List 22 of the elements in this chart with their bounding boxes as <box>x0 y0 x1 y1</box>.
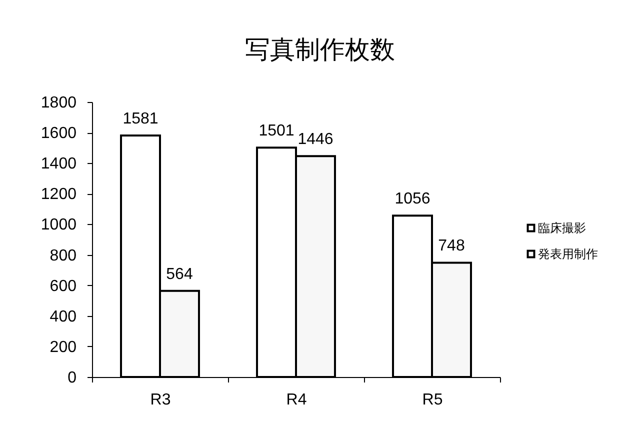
y-tick-label: 800 <box>50 247 77 264</box>
y-tick-label: 200 <box>50 338 77 356</box>
x-tick-label: R4 <box>286 392 307 408</box>
y-tick-label: 1200 <box>40 186 77 204</box>
legend-label: 臨床撮影 <box>538 221 586 235</box>
y-tick-label: 1800 <box>40 94 77 112</box>
x-tick-label: R5 <box>422 392 443 408</box>
y-tick-label: 1000 <box>40 216 77 234</box>
y-tick-label: 600 <box>50 278 77 295</box>
data-label: 1056 <box>394 190 430 208</box>
x-tick-label: R3 <box>150 392 171 408</box>
y-tick-label: 400 <box>50 308 77 326</box>
y-tick-label: 1600 <box>40 125 77 142</box>
chart-title: 写真制作枚数 <box>245 36 395 64</box>
data-label: 564 <box>166 266 193 283</box>
data-label: 1446 <box>298 131 334 148</box>
data-label: 1581 <box>122 110 158 128</box>
legend-label: 発表用制作 <box>538 247 598 261</box>
data-label: 1501 <box>258 122 294 140</box>
y-tick-label: 0 <box>68 370 77 386</box>
data-label: 748 <box>438 238 465 255</box>
y-tick-label: 1400 <box>40 156 77 173</box>
